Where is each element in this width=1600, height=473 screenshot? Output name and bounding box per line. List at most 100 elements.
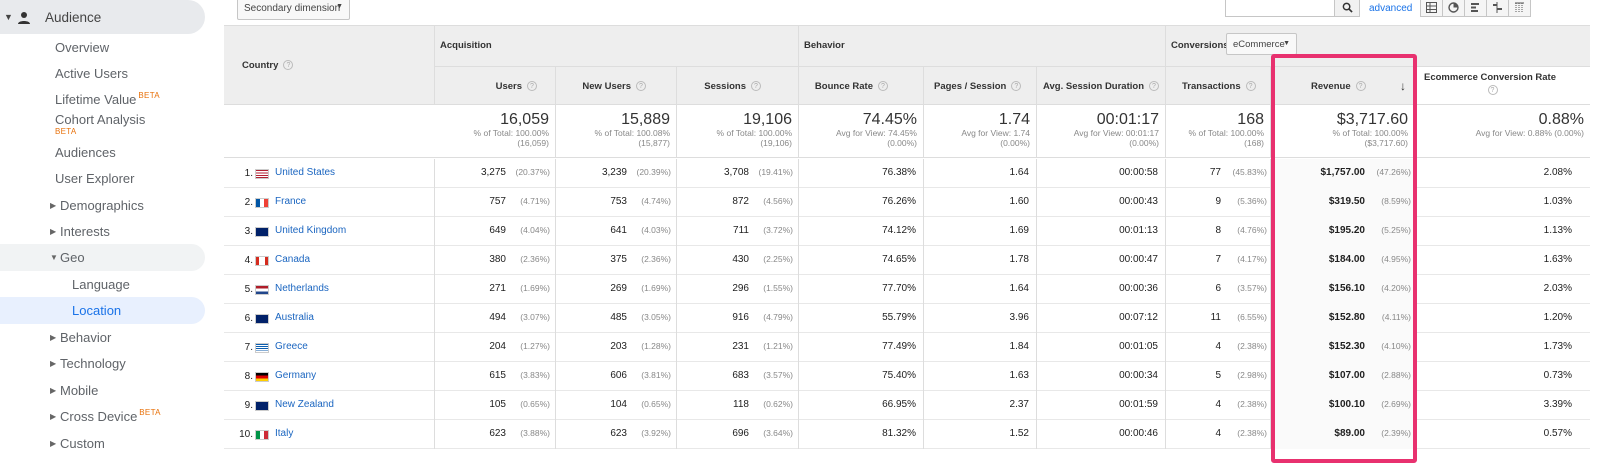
- help-icon[interactable]: ?: [636, 81, 646, 92]
- table-cell: [799, 420, 924, 449]
- help-icon[interactable]: ?: [1011, 81, 1022, 92]
- column-header-bounce-rate[interactable]: Bounce Rate?: [799, 66, 924, 104]
- sidebar-item-geo[interactable]: ▼ Geo: [0, 244, 205, 271]
- country-link[interactable]: Australia: [275, 312, 314, 323]
- country-link[interactable]: Canada: [275, 254, 311, 265]
- users-percent: (1.27%): [520, 341, 550, 351]
- country-link[interactable]: Netherlands: [275, 283, 329, 294]
- users-percent: (0.65%): [520, 399, 550, 409]
- sidebar-item-audience[interactable]: ▼ Audience: [0, 0, 205, 34]
- ecommerce-conversion-rate-value: 0.57%: [1543, 428, 1572, 439]
- country-link[interactable]: United Kingdom: [275, 225, 347, 236]
- performance-view-button[interactable]: [1464, 0, 1487, 17]
- sessions-percent: (3.57%): [763, 370, 793, 380]
- new-users-value: 641: [610, 225, 627, 236]
- column-header-sessions[interactable]: Sessions?: [677, 66, 799, 104]
- help-icon[interactable]: ?: [1355, 81, 1366, 92]
- users-cell: 105 (0.65%): [435, 399, 550, 410]
- conversion-type-dropdown[interactable]: eCommerce ▼: [1226, 33, 1297, 55]
- gr-flag-icon: [255, 343, 269, 353]
- advanced-link[interactable]: advanced: [1369, 3, 1413, 14]
- users-percent: (4.71%): [520, 196, 550, 206]
- sidebar-item-behavior[interactable]: ▶ Behavior: [0, 324, 205, 351]
- sort-descending-icon[interactable]: ↓: [1400, 79, 1406, 93]
- country-link[interactable]: New Zealand: [275, 399, 334, 410]
- help-icon[interactable]: ?: [1487, 85, 1498, 96]
- sidebar-item-overview[interactable]: Overview: [0, 34, 205, 61]
- revenue-value: $89.00: [1334, 428, 1365, 439]
- sidebar-item-lifetime-value[interactable]: Lifetime Value BETA: [0, 86, 205, 113]
- users-percent: (1.69%): [520, 283, 550, 293]
- table-row: 3. United Kingdom 649 (4.04%) 641 (4.03%) …: [224, 217, 1590, 246]
- revenue-cell: $184.00 (4.95%): [1271, 254, 1411, 265]
- column-header-avg-session-duration[interactable]: Avg. Session Duration?: [1037, 66, 1166, 104]
- sidebar-item-demographics[interactable]: ▶ Demographics: [0, 192, 205, 219]
- new-users-value: 104: [610, 399, 627, 410]
- comparison-view-button[interactable]: [1486, 0, 1509, 17]
- row-number: 6.: [244, 313, 253, 324]
- country-link[interactable]: Greece: [275, 341, 308, 352]
- column-header-ecommerce-conversion-rate[interactable]: Ecommerce Conversion Rate?: [1415, 66, 1590, 104]
- help-icon[interactable]: ?: [878, 81, 888, 92]
- fr-flag-icon: [255, 198, 269, 208]
- total-percent-of: % of Total: 100.08%: [594, 128, 670, 138]
- ecommerce-conversion-rate-value: 1.73%: [1543, 341, 1572, 352]
- sidebar-item-audiences[interactable]: Audiences: [0, 139, 205, 166]
- table-cell: [924, 362, 1037, 391]
- country-link[interactable]: France: [275, 196, 307, 207]
- help-icon[interactable]: ?: [527, 81, 537, 92]
- table-cell: [677, 362, 799, 391]
- table-row: 1. United States 3,275 (20.37%) 3,239 (20.…: [224, 159, 1590, 188]
- country-link[interactable]: Italy: [275, 428, 294, 439]
- new-users-percent: (4.74%): [641, 196, 671, 206]
- revenue-percent: (4.10%): [1381, 341, 1411, 351]
- sidebar-item-label: User Explorer: [55, 171, 135, 186]
- sessions-value: 3,708: [723, 167, 749, 178]
- country-header-cell[interactable]: Country?: [224, 25, 435, 104]
- sidebar-item-location[interactable]: Location: [0, 297, 205, 324]
- total-percent-of: % of Total: 100.00%: [716, 128, 792, 138]
- country-link[interactable]: Germany: [275, 370, 317, 381]
- pivot-view-button[interactable]: [1508, 0, 1531, 17]
- person-icon: [18, 12, 30, 24]
- caret-right-icon: ▶: [50, 386, 57, 395]
- sidebar-item-interests[interactable]: ▶ Interests: [0, 218, 205, 245]
- data-view-button[interactable]: [1420, 0, 1443, 17]
- sidebar-item-custom[interactable]: ▶ Custom: [0, 430, 205, 457]
- sidebar-item-mobile[interactable]: ▶ Mobile: [0, 377, 205, 404]
- help-icon[interactable]: ?: [1149, 81, 1159, 92]
- sessions-cell: 696 (3.64%): [677, 428, 793, 439]
- pages-per-session-value: 1.64: [1009, 283, 1029, 294]
- column-header-users[interactable]: Users?: [435, 66, 556, 104]
- help-icon[interactable]: ?: [751, 81, 761, 92]
- sidebar-item-user-explorer[interactable]: User Explorer: [0, 165, 205, 192]
- table-cell: [677, 217, 799, 246]
- table-cell: [1037, 420, 1166, 449]
- caret-right-icon: ▶: [50, 359, 57, 368]
- users-value: 757: [489, 196, 506, 207]
- sessions-cell: 711 (3.72%): [677, 225, 793, 236]
- sidebar: ▼ Audience Overview Active Users Lifetim…: [0, 0, 205, 473]
- sessions-cell: 3,708 (19.41%): [677, 167, 793, 178]
- table-search-input[interactable]: [1225, 0, 1335, 17]
- ca-flag-icon: [255, 256, 269, 266]
- column-header-transactions[interactable]: Transactions?: [1166, 66, 1271, 104]
- sidebar-item-cohort-analysis[interactable]: Cohort Analysis BETA: [0, 108, 205, 138]
- help-icon[interactable]: ?: [283, 60, 294, 71]
- sidebar-item-active-users[interactable]: Active Users: [0, 60, 205, 87]
- column-header-label: Users: [495, 81, 522, 92]
- country-link[interactable]: United States: [275, 167, 336, 178]
- percentage-view-button[interactable]: [1442, 0, 1465, 17]
- revenue-percent: (2.88%): [1381, 370, 1411, 380]
- column-header-new-users[interactable]: New Users?: [556, 66, 677, 104]
- secondary-dimension-dropdown[interactable]: Secondary dimension ▼: [237, 0, 350, 20]
- caret-right-icon: ▶: [50, 439, 57, 448]
- caret-right-icon: ▶: [50, 227, 57, 236]
- help-icon[interactable]: ?: [1245, 81, 1256, 92]
- sidebar-item-language[interactable]: Language: [0, 271, 205, 298]
- column-header-pages-per-session[interactable]: Pages / Session?: [924, 66, 1037, 104]
- bounce-rate-value: 66.95%: [882, 399, 916, 410]
- search-button[interactable]: [1334, 0, 1360, 17]
- sidebar-item-technology[interactable]: ▶ Technology: [0, 350, 205, 377]
- sidebar-item-cross-device[interactable]: ▶ Cross Device BETA: [0, 403, 205, 430]
